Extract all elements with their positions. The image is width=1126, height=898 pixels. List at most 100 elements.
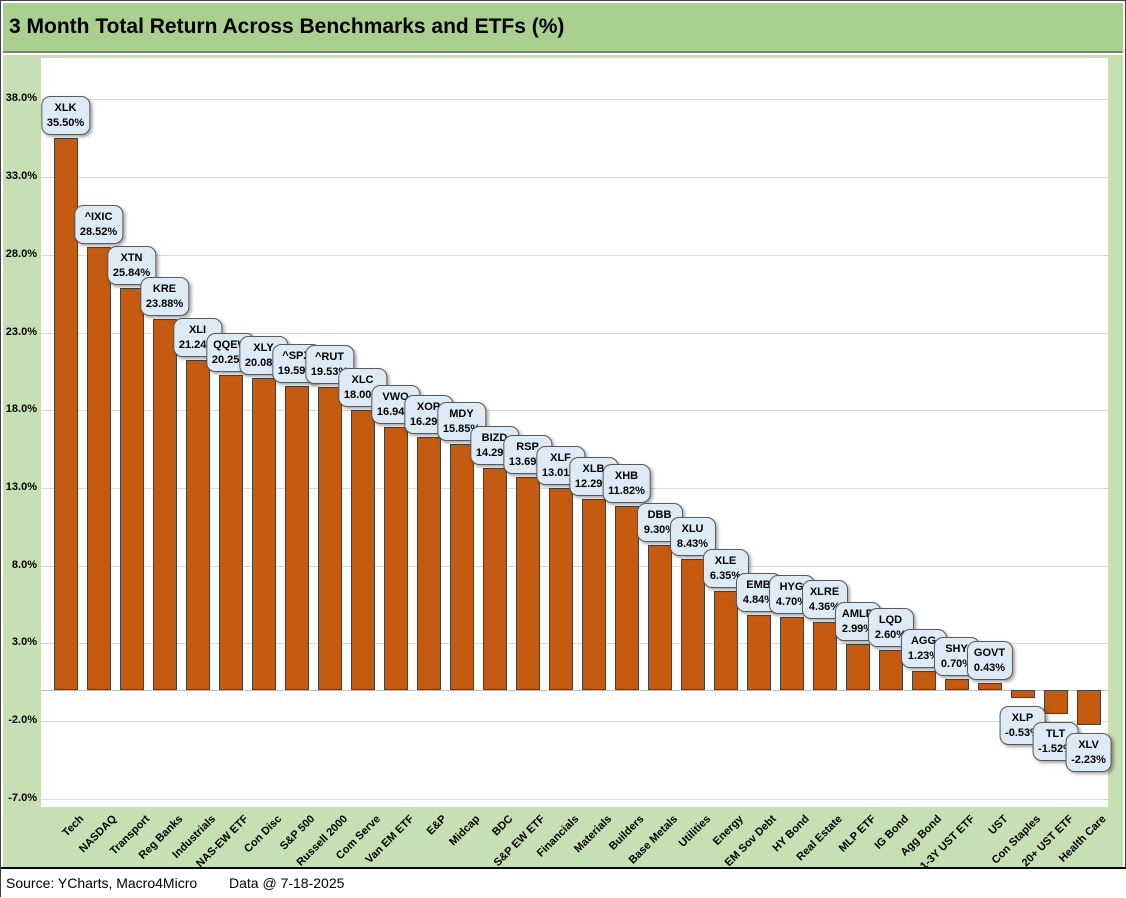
callout-ticker: MDY: [449, 407, 474, 420]
data-callout-^IXIC: ^IXIC 28.52%: [73, 204, 124, 244]
callout-value: 4.84%: [742, 593, 775, 606]
bar-XLRE: [812, 622, 837, 690]
callout-ticker: VWO: [382, 390, 409, 403]
data-callout-XLU: XLU 8.43%: [669, 516, 716, 556]
chart-footer: Source: YCharts, Macro4Micro Data @ 7-18…: [1, 867, 1126, 898]
callout-ticker: XOP: [416, 400, 441, 413]
bar-XLP: [1010, 690, 1035, 699]
bar-EMB: [746, 614, 771, 690]
callout-ticker: XLE: [714, 555, 737, 568]
x-axis-label-GOVT: UST: [985, 813, 1010, 838]
callout-ticker: RSP: [516, 441, 539, 454]
x-axis-label-BIZD: BDC: [489, 813, 515, 839]
callout-value: -0.53%: [1005, 727, 1040, 740]
callout-ticker: XLV: [1078, 738, 1099, 751]
y-axis-label-18.0%: 18.0%: [5, 403, 37, 416]
callout-ticker: SHY: [945, 643, 968, 656]
bar-AMLP: [845, 643, 870, 690]
callout-value: 23.88%: [145, 297, 184, 310]
gridline-3.0%: [41, 643, 1108, 645]
bar-QQEW: [218, 375, 243, 690]
bar-TLT: [1043, 690, 1068, 714]
callout-ticker: TLT: [1045, 727, 1066, 740]
gridline-38.0%: [41, 99, 1108, 101]
callout-value: 2.60%: [874, 628, 907, 641]
bar-XLB: [581, 499, 606, 690]
callout-ticker: XLK: [54, 102, 77, 115]
callout-value: 4.36%: [808, 601, 841, 614]
callout-ticker: DBB: [647, 509, 672, 522]
data-callout-XLK: XLK 35.50%: [40, 96, 91, 136]
gridline-33.0%: [41, 177, 1108, 179]
callout-ticker: HYG: [779, 580, 804, 593]
callout-ticker: XLB: [582, 463, 605, 475]
callout-value: 8.43%: [676, 537, 709, 550]
bar-AGG: [911, 670, 936, 690]
y-axis-label--2.0%: -2.0%: [8, 714, 37, 727]
y-axis-label--7.0%: -7.0%: [8, 791, 37, 804]
bar-MDY: [449, 443, 474, 690]
y-axis-label-13.0%: 13.0%: [5, 480, 37, 493]
bar-VWO: [383, 426, 408, 690]
bar-XLV: [1076, 690, 1101, 725]
callout-ticker: ^IXIC: [84, 210, 113, 223]
bar-^SPX: [284, 385, 309, 690]
callout-value: -2.23%: [1071, 753, 1106, 766]
bar-XLC: [350, 410, 375, 690]
x-axis-label-XLK: Tech: [59, 813, 86, 840]
callout-ticker: XLC: [351, 374, 374, 387]
zero-axis-line: [41, 690, 1108, 691]
callout-ticker: XTN: [120, 252, 143, 265]
y-axis-label-28.0%: 28.0%: [5, 247, 37, 260]
bar-LQD: [878, 649, 903, 690]
bar-^RUT: [317, 386, 342, 690]
source-text: Source: YCharts, Macro4Micro: [6, 875, 198, 891]
y-axis-label-38.0%: 38.0%: [5, 92, 37, 105]
y-axis-label-23.0%: 23.0%: [5, 325, 37, 338]
callout-ticker: XLU: [681, 522, 704, 535]
callout-value: 25.84%: [112, 267, 151, 280]
bar-XLF: [548, 487, 573, 690]
callout-ticker: BIZD: [481, 431, 508, 444]
bar-SHY: [944, 679, 969, 690]
callout-value: 35.50%: [46, 117, 85, 130]
callout-value: 0.43%: [973, 662, 1006, 675]
callout-ticker: AGG: [910, 634, 937, 647]
bar-HYG: [779, 616, 804, 690]
data-callout-LQD: LQD 2.60%: [867, 607, 914, 647]
gridline--2.0%: [41, 721, 1108, 723]
gridline-28.0%: [41, 254, 1108, 256]
callout-ticker: ^SPX: [282, 349, 311, 362]
callout-value: 28.52%: [79, 225, 118, 238]
data-callout-XHB: XHB 11.82%: [602, 464, 651, 504]
callout-value: 11.82%: [608, 485, 645, 498]
callout-ticker: XLY: [253, 341, 274, 354]
chart-region: 38.0% 33.0% 28.0% 23.0% 18.0% 13.0% 8.0% 3.0% -2…: [3, 55, 1123, 872]
chart-title-band: 3 Month Total Return Across Benchmarks a…: [3, 3, 1123, 53]
gridline-18.0%: [41, 410, 1108, 412]
data-date-text: Data @ 7-18-2025: [229, 875, 345, 891]
y-axis-label-8.0%: 8.0%: [11, 558, 37, 571]
bar-XLU: [680, 558, 705, 690]
bar-XLK: [53, 138, 78, 690]
bar-BIZD: [482, 467, 507, 690]
callout-ticker: AMLP: [841, 607, 874, 620]
callout-ticker: XLP: [1011, 712, 1034, 725]
bar-GOVT: [977, 683, 1002, 690]
callout-value: 0.70%: [940, 658, 973, 671]
callout-value: 4.70%: [775, 595, 808, 608]
bar-^IXIC: [86, 246, 111, 690]
y-axis-label-3.0%: 3.0%: [11, 636, 37, 649]
callout-value: 1.23%: [907, 649, 940, 662]
callout-ticker: GOVT: [973, 647, 1006, 660]
bar-XLI: [185, 359, 210, 690]
bar-XOP: [416, 436, 441, 690]
callout-value: 2.99%: [841, 622, 874, 635]
y-axis-label-33.0%: 33.0%: [5, 170, 37, 183]
callout-ticker: XLI: [188, 323, 207, 336]
callout-ticker: LQD: [878, 613, 903, 626]
gridline--7.0%: [41, 798, 1108, 800]
callout-ticker: KRE: [152, 282, 177, 295]
callout-value: 6.35%: [709, 570, 742, 583]
